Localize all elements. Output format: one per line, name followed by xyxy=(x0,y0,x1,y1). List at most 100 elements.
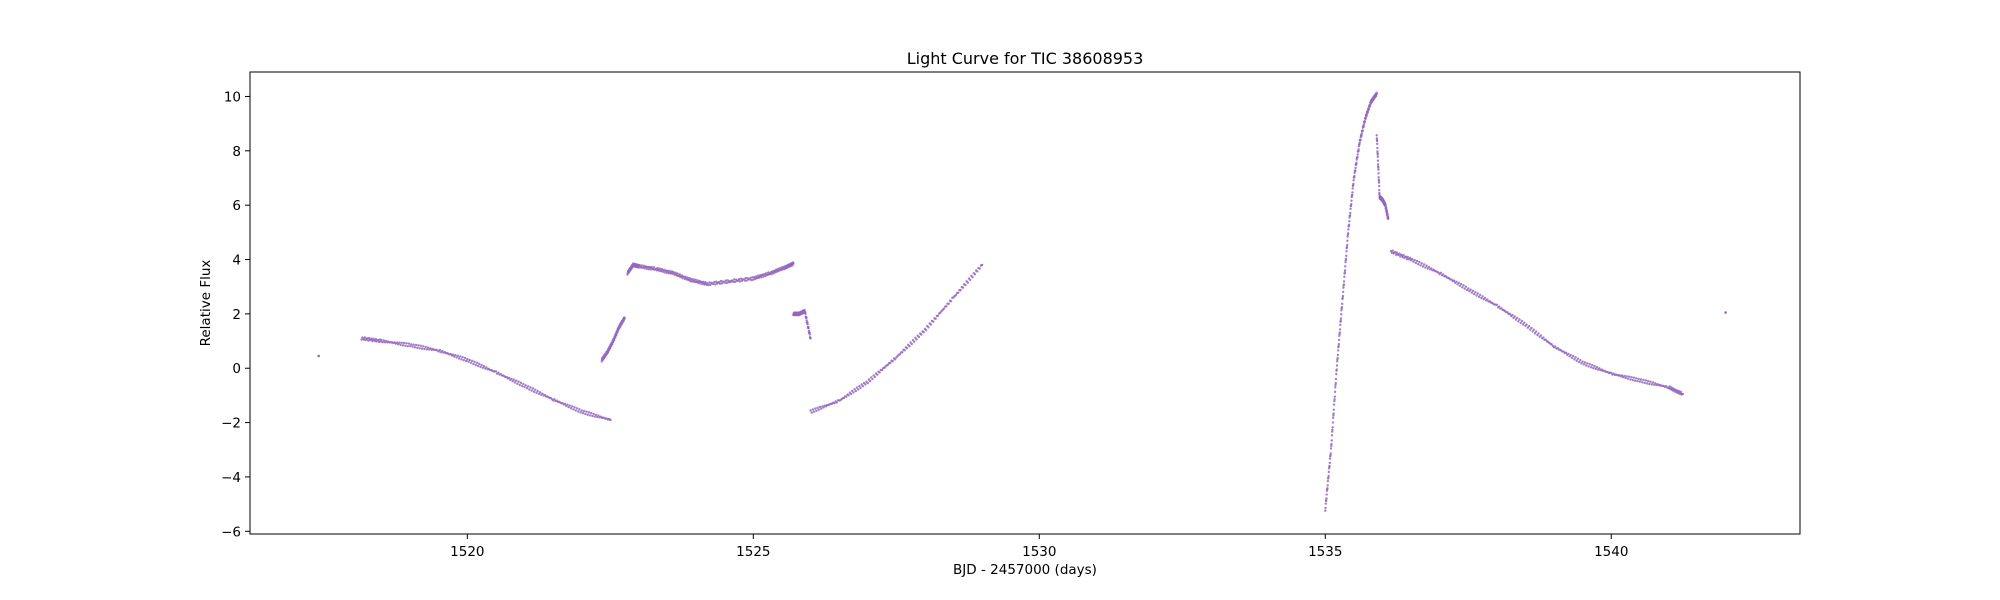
data-point xyxy=(1330,442,1333,446)
data-point xyxy=(1679,390,1683,394)
data-point xyxy=(1395,251,1399,254)
data-point xyxy=(852,391,855,394)
data-point xyxy=(1377,181,1381,184)
data-point xyxy=(1351,187,1354,190)
data-point xyxy=(1458,284,1462,288)
data-point xyxy=(1646,379,1650,383)
data-point xyxy=(859,386,862,390)
data-point xyxy=(927,326,930,329)
data-point xyxy=(576,410,580,413)
data-point xyxy=(1525,323,1528,326)
data-point xyxy=(1378,188,1381,192)
data-point xyxy=(891,360,894,363)
data-point xyxy=(1343,269,1347,272)
data-point xyxy=(860,383,863,386)
data-point xyxy=(1631,378,1634,382)
data-point xyxy=(858,384,861,388)
data-point xyxy=(1580,362,1583,365)
data-point xyxy=(457,357,461,360)
data-point xyxy=(1344,260,1347,264)
data-point xyxy=(1411,257,1414,261)
data-point xyxy=(719,279,723,283)
data-point xyxy=(406,344,409,348)
data-point xyxy=(1442,273,1445,276)
data-point xyxy=(749,276,752,280)
data-point xyxy=(1333,390,1337,394)
data-point xyxy=(1351,191,1354,194)
data-point xyxy=(1476,292,1479,295)
data-point xyxy=(1623,374,1626,378)
data-point xyxy=(585,410,588,413)
data-point xyxy=(381,341,384,344)
data-point xyxy=(1325,493,1328,496)
data-point xyxy=(518,383,521,387)
data-point xyxy=(1329,447,1333,450)
data-point xyxy=(614,335,617,339)
data-point xyxy=(413,346,417,349)
data-point xyxy=(1629,378,1632,381)
data-point xyxy=(1339,323,1342,327)
data-point xyxy=(1357,148,1360,151)
data-point xyxy=(1576,357,1580,360)
data-point xyxy=(438,348,442,352)
data-point xyxy=(1515,316,1519,320)
data-point xyxy=(520,384,524,388)
data-point xyxy=(1332,412,1335,415)
data-point xyxy=(1402,253,1405,257)
data-point xyxy=(750,278,753,282)
data-point xyxy=(886,363,890,366)
data-point xyxy=(934,317,937,320)
data-point xyxy=(1346,232,1350,235)
data-point xyxy=(861,384,865,388)
data-point xyxy=(1459,282,1463,286)
data-point xyxy=(455,356,458,359)
data-point xyxy=(572,408,575,411)
data-point xyxy=(1457,281,1460,285)
data-point xyxy=(563,402,567,406)
data-point xyxy=(713,280,716,284)
data-point xyxy=(611,342,614,346)
data-point xyxy=(1348,219,1351,223)
data-point xyxy=(580,409,583,412)
data-point xyxy=(395,341,399,344)
data-point xyxy=(1521,323,1525,326)
data-point xyxy=(1579,358,1582,362)
data-point xyxy=(1331,426,1334,429)
x-tick-label: 1535 xyxy=(1308,544,1342,560)
data-point xyxy=(1331,416,1335,420)
data-point xyxy=(1332,403,1336,406)
data-point xyxy=(1336,353,1340,357)
data-point xyxy=(1517,320,1520,323)
data-point xyxy=(932,320,935,323)
data-point xyxy=(1586,362,1589,365)
data-point xyxy=(1378,193,1381,196)
data-point xyxy=(1478,293,1482,297)
data-point xyxy=(1327,476,1330,479)
data-point xyxy=(538,391,542,394)
data-point xyxy=(847,394,850,397)
data-point xyxy=(966,281,970,284)
data-point xyxy=(942,307,946,310)
data-point xyxy=(1342,286,1345,289)
data-point xyxy=(1366,111,1369,114)
data-point xyxy=(1328,461,1332,465)
data-point xyxy=(866,381,869,385)
data-point xyxy=(1344,265,1347,268)
data-point xyxy=(1377,172,1380,175)
data-point xyxy=(1588,362,1592,366)
data-point xyxy=(367,336,371,340)
data-point xyxy=(640,264,643,267)
data-point xyxy=(1534,330,1538,333)
data-point xyxy=(529,386,532,389)
data-point xyxy=(1529,328,1532,331)
data-point xyxy=(808,331,811,334)
data-point xyxy=(460,358,463,361)
data-point xyxy=(1375,139,1379,143)
data-point xyxy=(582,409,586,413)
data-point xyxy=(792,262,795,265)
data-point xyxy=(1462,284,1465,287)
data-point xyxy=(724,279,727,282)
data-point xyxy=(404,344,407,347)
data-point xyxy=(1495,303,1499,306)
data-point xyxy=(814,407,817,410)
